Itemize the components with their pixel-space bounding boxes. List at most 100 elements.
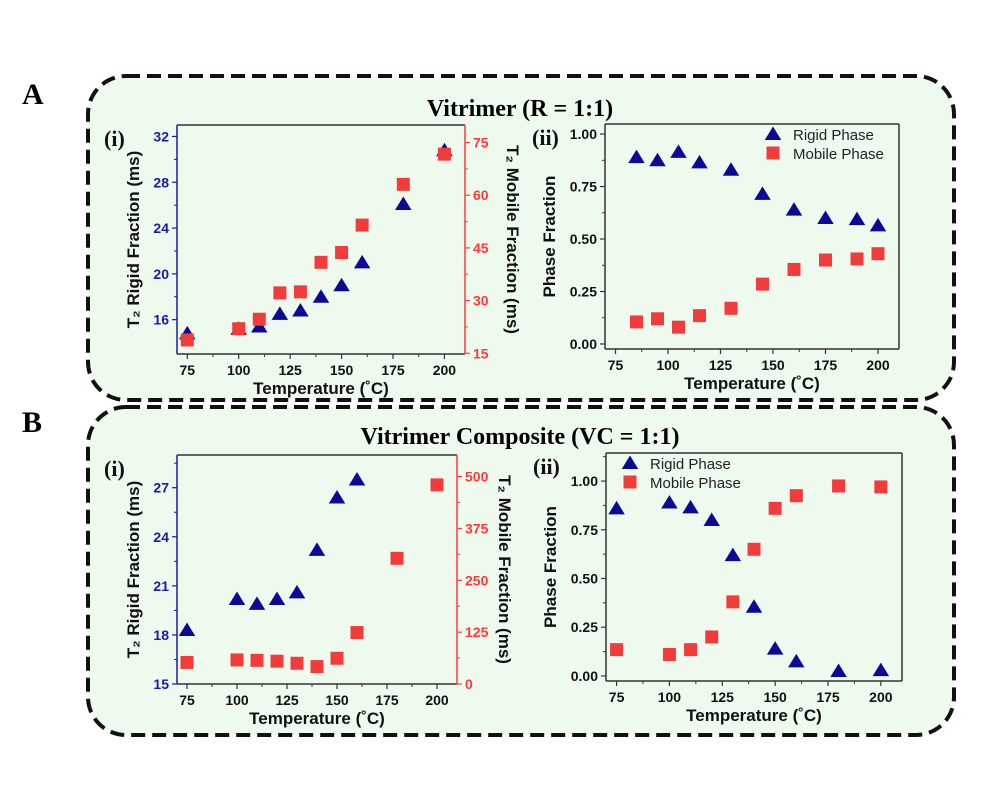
rigid-point bbox=[722, 162, 740, 176]
legend-label: Mobile Phase bbox=[793, 146, 884, 163]
y-tick-label: 0.00 bbox=[571, 668, 598, 684]
y2-tick-label: 125 bbox=[465, 624, 489, 640]
y-tick-label: 0.75 bbox=[571, 522, 598, 538]
rigid-point bbox=[268, 591, 286, 605]
mobile-point bbox=[180, 655, 194, 669]
x-tick-label: 150 bbox=[761, 357, 785, 373]
rigid-point bbox=[869, 217, 887, 232]
y-axis-label: T₂ Rigid Fraction (ms) bbox=[124, 481, 143, 659]
rigid-point bbox=[353, 254, 371, 269]
x-tick-label: 125 bbox=[711, 689, 735, 705]
y-tick-label: 15 bbox=[153, 676, 169, 692]
rigid-series bbox=[628, 144, 887, 232]
plot-a-i: 75 100 125 150 175 200 Temperature (˚C) 16 20 24 2… bbox=[104, 124, 522, 398]
panel-a-box bbox=[86, 74, 956, 402]
plot-b-i: 75 100 125 150 175 200 Temperature (˚C) 15 18 21 2… bbox=[104, 454, 514, 728]
rigid-point bbox=[178, 622, 196, 637]
mobile-point bbox=[310, 660, 324, 674]
y-axis-label: T₂ Rigid Fraction (ms) bbox=[124, 151, 143, 329]
x-axis-label: Temperature (˚C) bbox=[253, 379, 389, 398]
mobile-point bbox=[726, 595, 740, 609]
mobile-point bbox=[672, 320, 685, 334]
mobile-point bbox=[437, 147, 451, 161]
mobile-point bbox=[230, 653, 244, 667]
y-tick-label: 32 bbox=[153, 128, 169, 144]
legend-item: Rigid Phase bbox=[764, 126, 874, 144]
y-tick-label: 16 bbox=[153, 312, 169, 328]
y-tick-label: 0.50 bbox=[570, 231, 597, 247]
panel-title-a: Vitrimer (R = 1:1) bbox=[427, 96, 613, 122]
mobile-point bbox=[314, 255, 328, 269]
x-tick-label: 200 bbox=[433, 362, 457, 378]
rigid-point bbox=[251, 319, 268, 333]
subpanel-label: (i) bbox=[104, 126, 125, 151]
rigid-point bbox=[745, 599, 763, 613]
mobile-series bbox=[180, 147, 451, 347]
y-tick-label: 1.00 bbox=[571, 473, 598, 489]
x-tick-label: 125 bbox=[709, 357, 733, 373]
y2-tick-label: 45 bbox=[473, 240, 489, 256]
mobile-point bbox=[390, 551, 404, 565]
mobile-point bbox=[250, 653, 264, 667]
legend-item: Rigid Phase bbox=[621, 455, 731, 473]
rigid-point bbox=[292, 302, 309, 317]
y-tick-label: 27 bbox=[153, 480, 169, 496]
x-tick-label: 150 bbox=[763, 689, 787, 705]
rigid-point bbox=[766, 641, 784, 655]
x-tick-label: 75 bbox=[608, 357, 624, 373]
mobile-point bbox=[610, 643, 624, 657]
mobile-point bbox=[789, 489, 803, 503]
x-tick-label: 200 bbox=[866, 357, 890, 373]
y-axis-label: Phase Fraction bbox=[541, 506, 560, 628]
mobile-point bbox=[180, 333, 194, 347]
x-tick-label: 175 bbox=[816, 689, 840, 705]
x-tick-label: 175 bbox=[814, 357, 838, 373]
x-tick-label: 125 bbox=[278, 362, 302, 378]
y2-tick-label: 30 bbox=[473, 293, 489, 309]
panel-label-b: B bbox=[22, 406, 42, 439]
y2-axis-label: T₂ Mobile Fraction (ms) bbox=[495, 475, 514, 664]
y-tick-label: 24 bbox=[153, 220, 169, 236]
mobile-point bbox=[651, 312, 664, 326]
mobile-point bbox=[832, 479, 846, 493]
panel-b-box bbox=[86, 405, 956, 737]
x-tick-label: 100 bbox=[658, 689, 682, 705]
mobile-point bbox=[874, 480, 888, 494]
rigid-point bbox=[348, 472, 366, 486]
x-tick-label: 75 bbox=[609, 689, 625, 705]
mobile-point bbox=[330, 651, 344, 665]
rigid-point bbox=[817, 210, 834, 225]
mobile-point bbox=[430, 478, 444, 492]
mobile-point bbox=[768, 501, 782, 515]
plot-b-ii: 75 100 125 150 175 200 Temperature (˚C) 0.00 0.2… bbox=[533, 452, 903, 725]
x-tick-label: 100 bbox=[656, 357, 680, 373]
rigid-point bbox=[703, 512, 720, 527]
x-axis-label: Temperature (˚C) bbox=[249, 709, 385, 728]
mobile-point bbox=[747, 542, 761, 556]
panel-label-a: A bbox=[22, 78, 44, 111]
rigid-point bbox=[228, 591, 246, 605]
y-tick-label: 1.00 bbox=[570, 126, 597, 142]
x-tick-label: 200 bbox=[869, 689, 893, 705]
y2-tick-label: 15 bbox=[473, 345, 489, 361]
y2-tick-label: 500 bbox=[465, 469, 489, 485]
x-tick-label: 150 bbox=[330, 362, 354, 378]
x-tick-label: 125 bbox=[275, 692, 299, 708]
rigid-point bbox=[670, 144, 687, 158]
y-tick-label: 28 bbox=[153, 174, 169, 190]
square-legend-icon bbox=[623, 475, 637, 489]
x-tick-label: 175 bbox=[375, 692, 399, 708]
legend-label: Rigid Phase bbox=[793, 127, 874, 144]
legend-item: Mobile Phase bbox=[766, 146, 884, 163]
rigid-point bbox=[395, 196, 412, 211]
mobile-point bbox=[662, 647, 676, 661]
y-tick-label: 18 bbox=[153, 627, 169, 643]
legend-label: Rigid Phase bbox=[650, 456, 731, 473]
mobile-point bbox=[270, 654, 284, 668]
plot-a-ii: 75 100 125 150 175 200 Temperature (˚C) 0.00 0.2… bbox=[532, 123, 900, 393]
rigid-point bbox=[312, 289, 330, 303]
mobile-point bbox=[350, 626, 364, 640]
rigid-point bbox=[608, 500, 625, 515]
mobile-point bbox=[335, 245, 349, 259]
y2-tick-label: 75 bbox=[473, 135, 489, 151]
